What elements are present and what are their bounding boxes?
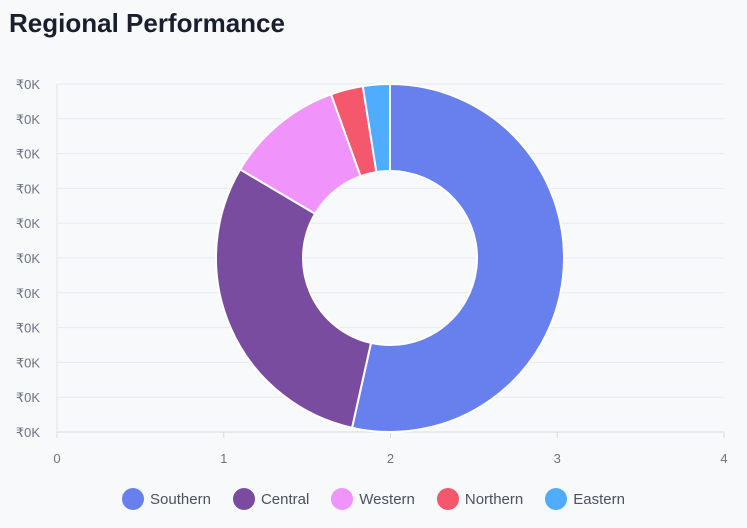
y-tick-label: ₹0K xyxy=(16,286,41,301)
legend-label: Central xyxy=(260,490,310,508)
y-tick-label: ₹0K xyxy=(16,147,41,162)
legend-item-central[interactable]: Central xyxy=(232,488,310,510)
slice-central[interactable] xyxy=(215,168,373,430)
y-tick-label: ₹0K xyxy=(16,251,41,266)
y-tick-label: ₹0K xyxy=(16,425,41,440)
x-tick-label: 4 xyxy=(720,451,727,466)
legend-swatch xyxy=(436,488,459,510)
slice-southern[interactable] xyxy=(350,82,565,433)
x-tick-label: 0 xyxy=(53,451,60,466)
y-tick-label: ₹0K xyxy=(16,321,41,336)
x-axis: 0 1 2 3 4 xyxy=(53,432,728,466)
legend-swatch xyxy=(232,488,255,510)
x-tick-label: 1 xyxy=(220,451,227,466)
y-tick-label: ₹0K xyxy=(16,355,41,370)
x-tick-label: 2 xyxy=(387,451,394,466)
legend-swatch xyxy=(122,488,145,510)
legend-item-southern[interactable]: Southern xyxy=(122,488,211,510)
y-axis: ₹0K ₹0K ₹0K ₹0K ₹0K ₹0K ₹0K ₹0K ₹0K ₹0K ₹0K xyxy=(16,77,41,440)
slice-eastern[interactable] xyxy=(361,82,391,174)
legend-item-eastern[interactable]: Eastern xyxy=(545,488,625,510)
y-tick-label: ₹0K xyxy=(16,77,41,92)
y-tick-label: ₹0K xyxy=(16,390,41,405)
legend-item-western[interactable]: Western xyxy=(331,488,415,510)
legend-item-northern[interactable]: Northern xyxy=(436,488,524,510)
legend-swatch xyxy=(331,488,354,510)
legend-swatch xyxy=(545,488,568,510)
legend-label: Northern xyxy=(464,490,524,508)
chart-title: Regional Performance xyxy=(9,8,285,38)
y-tick-label: ₹0K xyxy=(16,112,41,127)
y-tick-label: ₹0K xyxy=(16,216,41,231)
x-tick-label: 3 xyxy=(554,451,561,466)
legend-label: Western xyxy=(359,490,415,508)
y-tick-label: ₹0K xyxy=(16,181,41,196)
donut-slices xyxy=(215,82,565,433)
legend: Southern Central Western Northern Eastern xyxy=(0,488,747,510)
legend-label: Southern xyxy=(150,490,211,508)
legend-label: Eastern xyxy=(573,490,625,508)
donut-chart: ₹0K ₹0K ₹0K ₹0K ₹0K ₹0K ₹0K ₹0K ₹0K ₹0K ₹0K 0 1 2 3 4 xyxy=(16,77,728,466)
